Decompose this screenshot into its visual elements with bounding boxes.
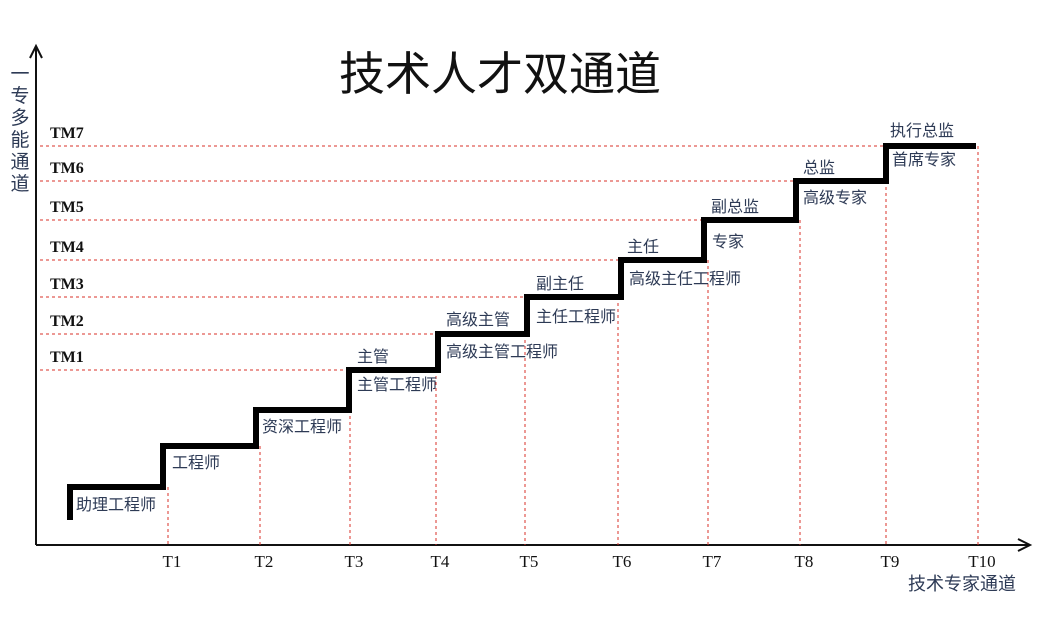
tm-level-label: TM7 bbox=[50, 125, 84, 142]
tech-levels: T1 T2 T3 T4 T5 T6 T7 T8 T9 T10 bbox=[163, 146, 996, 571]
management-role-label: 副主任 bbox=[536, 274, 584, 293]
y-axis-label-char: 通 bbox=[10, 151, 29, 173]
y-axis-label-char: 道 bbox=[10, 173, 29, 195]
management-role-label: 主管 bbox=[357, 347, 389, 366]
tech-role-label: 高级主任工程师 bbox=[629, 269, 741, 288]
t-level-label: T5 bbox=[520, 552, 539, 571]
management-role-label: 总监 bbox=[803, 158, 835, 177]
tm-level-label: TM3 bbox=[50, 276, 84, 293]
t-level-label: T7 bbox=[703, 552, 722, 571]
y-axis-label-char: 专 bbox=[10, 85, 29, 107]
t-level-label: T10 bbox=[968, 552, 995, 571]
y-axis-label-char: 多 bbox=[10, 107, 29, 129]
tech-role-label: 首席专家 bbox=[892, 150, 956, 169]
t-level-label: T1 bbox=[163, 552, 182, 571]
y-axis-label-char: 能 bbox=[10, 129, 29, 151]
t-level-label: T9 bbox=[881, 552, 900, 571]
y-axis-label-char: 一 bbox=[10, 63, 29, 85]
tm-level-label: TM1 bbox=[50, 349, 84, 366]
management-levels: TM1 TM2 TM3 TM4 TM5 TM6 TM7 bbox=[40, 125, 976, 371]
management-role-label: 执行总监 bbox=[890, 121, 954, 140]
management-role-label: 主任 bbox=[627, 237, 659, 256]
t-level-label: T4 bbox=[431, 552, 450, 571]
y-axis-arrow bbox=[29, 43, 43, 59]
management-role-label: 副总监 bbox=[711, 197, 759, 216]
tech-role-label: 工程师 bbox=[172, 453, 220, 472]
tm-level-label: TM6 bbox=[50, 160, 84, 177]
tech-role-label: 高级专家 bbox=[803, 188, 867, 207]
tech-role-label: 资深工程师 bbox=[262, 417, 342, 436]
tech-role-label: 专家 bbox=[712, 232, 744, 251]
tech-role-label: 高级主管工程师 bbox=[446, 342, 558, 361]
tech-role-label: 主任工程师 bbox=[536, 307, 616, 326]
tm-level-label: TM4 bbox=[50, 239, 84, 256]
t-level-label: T6 bbox=[613, 552, 632, 571]
t-level-label: T8 bbox=[795, 552, 814, 571]
tech-role-label: 主管工程师 bbox=[357, 375, 437, 394]
t-level-label: T3 bbox=[345, 552, 364, 571]
diagram-title: 技术人才双通道 bbox=[339, 47, 661, 101]
tech-role-label: 助理工程师 bbox=[76, 495, 156, 514]
tm-level-label: TM5 bbox=[50, 199, 84, 216]
career-staircase bbox=[67, 143, 976, 520]
x-axis-arrow bbox=[1017, 538, 1033, 552]
management-role-label: 高级主管 bbox=[446, 310, 510, 329]
tm-level-label: TM2 bbox=[50, 313, 84, 330]
x-axis-label: 技术专家通道 bbox=[908, 574, 1016, 595]
t-level-label: T2 bbox=[255, 552, 274, 571]
tech-role-labels: 助理工程师工程师资深工程师主管工程师高级主管工程师主任工程师高级主任工程师专家高… bbox=[76, 150, 956, 514]
management-role-labels: 主管 高级主管 副主任 主任 副总监 总监 执行总监 bbox=[357, 121, 954, 366]
